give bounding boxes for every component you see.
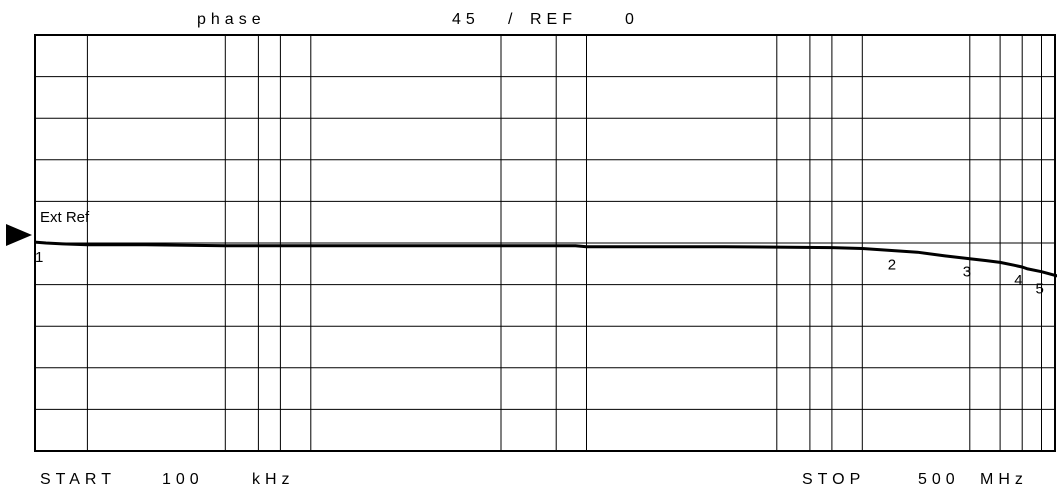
scale-value: 45 (452, 11, 480, 28)
start-label: START (40, 471, 116, 488)
stop-unit: MHz (980, 471, 1028, 488)
marker-1-label: 1 (35, 249, 43, 266)
ref-level-label: REF (530, 11, 577, 28)
grid (35, 35, 1055, 451)
marker-5-label: 5 (1036, 281, 1044, 298)
marker-3-label: 3 (963, 264, 971, 281)
reference-label: Ext Ref (40, 209, 90, 226)
start-unit: kHz (252, 471, 295, 488)
ref-level-value: 0 (625, 11, 639, 28)
stop-label: STOP (802, 471, 865, 488)
phase-trace (34, 240, 1057, 278)
start-value: 100 (162, 471, 204, 488)
trace-markers: 12345678 (35, 249, 1044, 298)
reference-arrow-icon (6, 224, 32, 246)
scale-separator: / (508, 11, 517, 28)
measure-label: phase (197, 11, 266, 28)
marker-2-label: 2 (888, 256, 896, 273)
marker-4-label: 4 (1014, 272, 1022, 289)
stop-value: 500 (918, 471, 960, 488)
